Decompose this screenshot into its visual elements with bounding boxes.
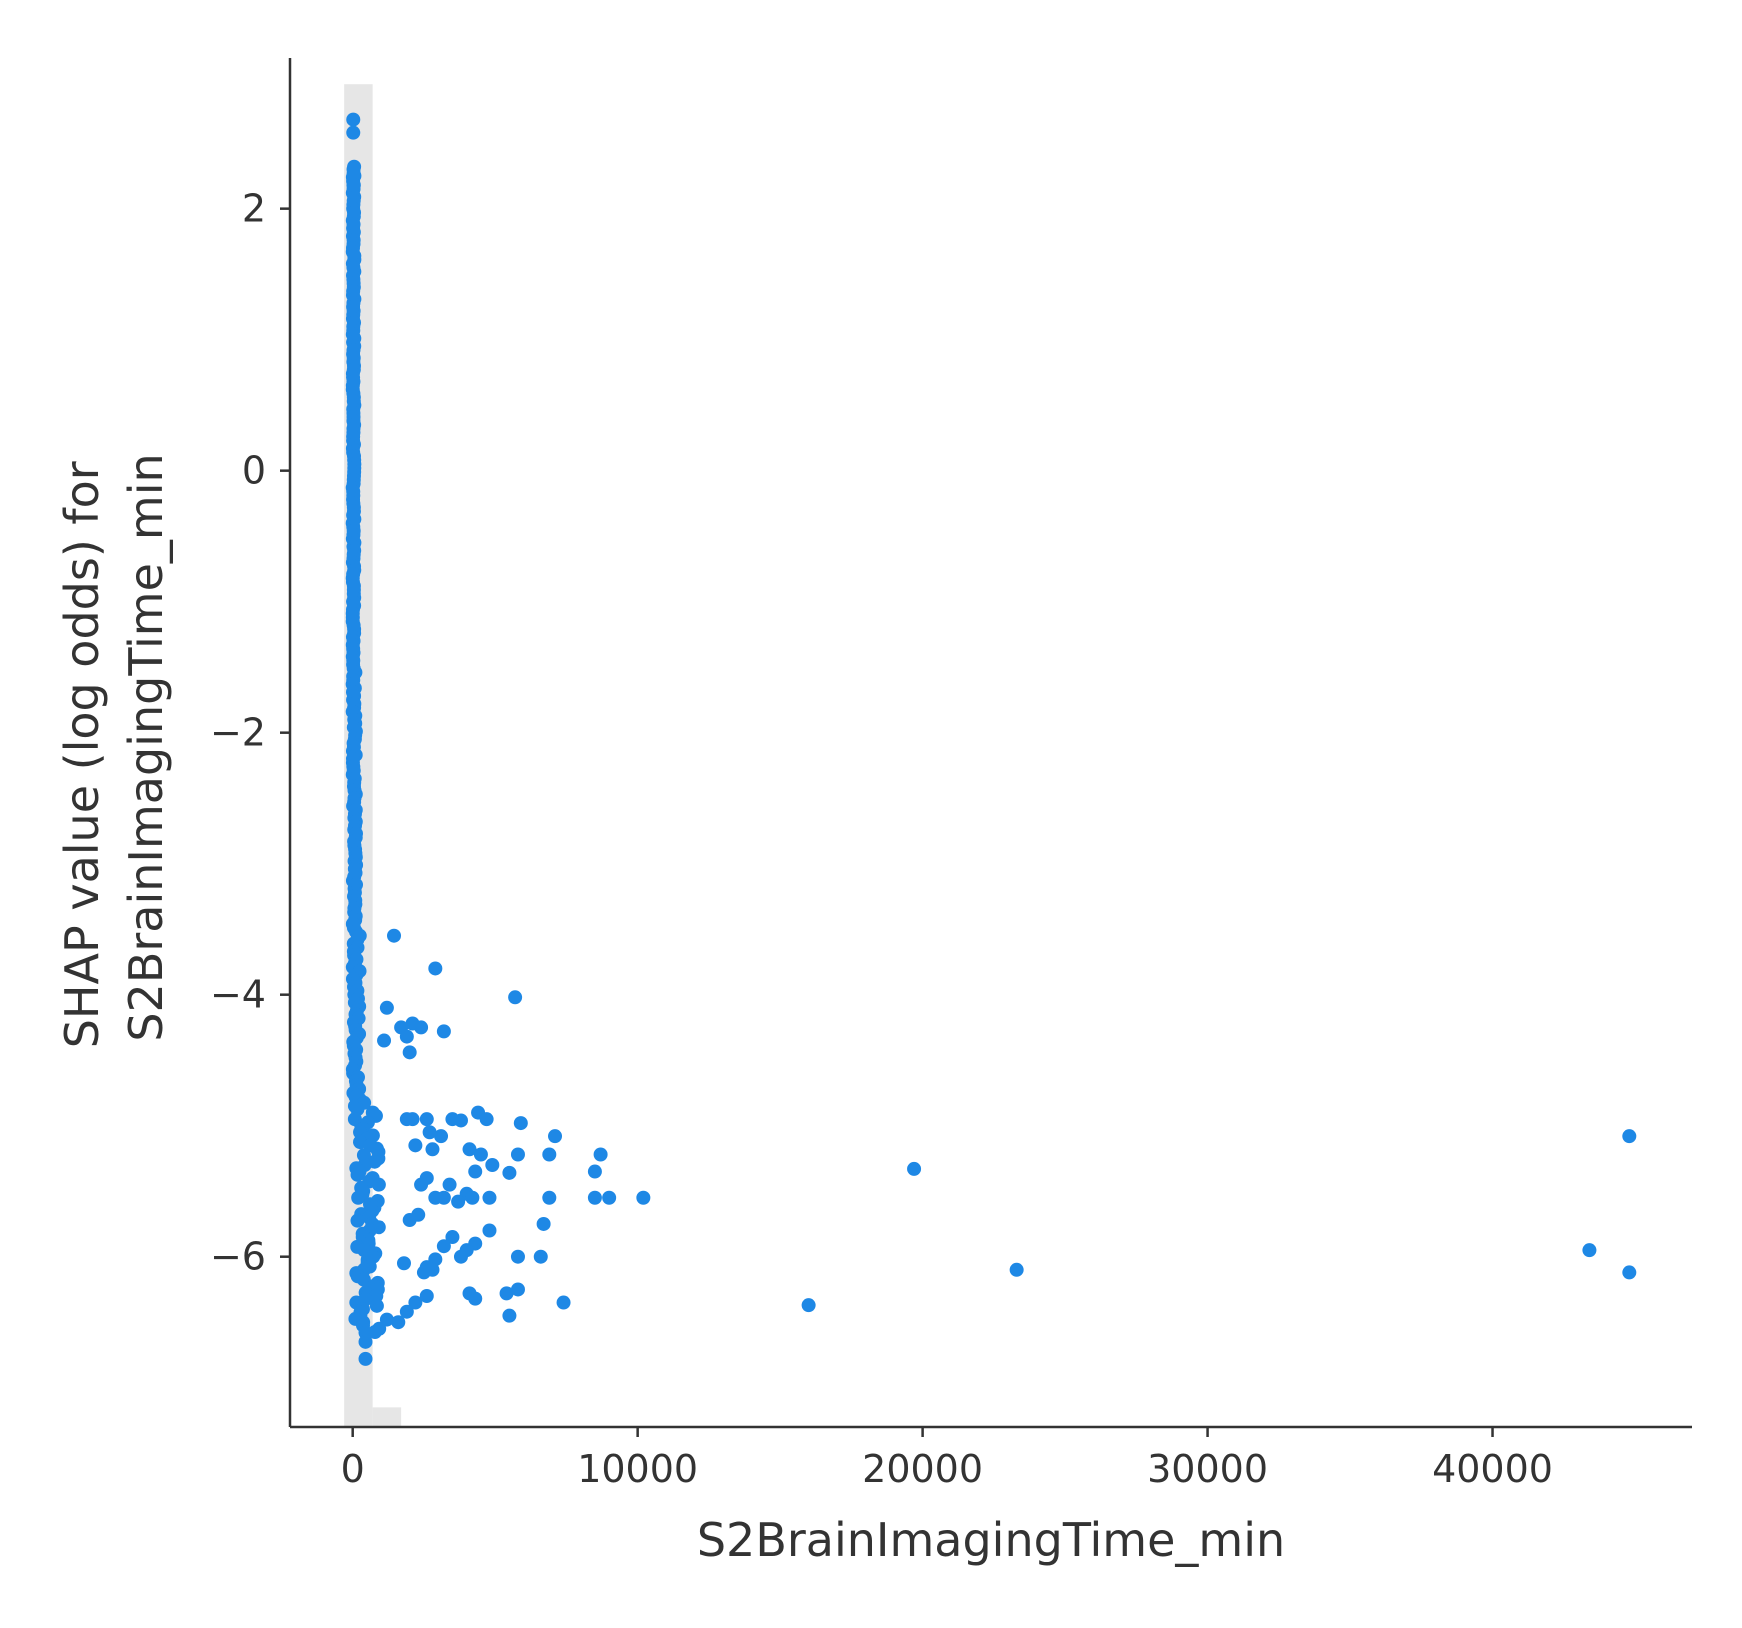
scatter-point: [442, 1177, 457, 1192]
scatter-point: [358, 1351, 373, 1366]
scatter-point: [350, 1213, 365, 1228]
x-tick-label: 20000: [862, 1447, 983, 1491]
y-axis-title: SHAP value (log odds) for S2BrainImaging…: [55, 447, 173, 1049]
scatter-point: [428, 961, 443, 976]
scatter-point: [556, 1295, 571, 1310]
scatter-point: [485, 1157, 500, 1172]
scatter-point: [425, 1262, 440, 1277]
y-tick-label: 0: [242, 449, 266, 493]
y-axis-title-line-1: SHAP value (log odds) for: [55, 461, 109, 1048]
scatter-point: [387, 928, 402, 943]
scatter-point: [468, 1164, 483, 1179]
scatter-point: [379, 1312, 394, 1327]
scatter-point: [402, 1045, 417, 1060]
scatter-point: [436, 1024, 451, 1039]
scatter-point: [419, 1288, 434, 1303]
scatter-point: [379, 1000, 394, 1015]
scatter-point: [351, 1190, 366, 1205]
scatter-point: [482, 1190, 497, 1205]
scatter-point: [399, 1029, 414, 1044]
scatter-point: [482, 1223, 497, 1238]
scatter-point: [453, 1113, 468, 1128]
y-tick-label: −6: [210, 1235, 266, 1279]
scatter-point: [1622, 1129, 1637, 1144]
scatter-point: [636, 1190, 651, 1205]
scatter-point: [468, 1291, 483, 1306]
x-axis-title: S2BrainImagingTime_min: [697, 1513, 1285, 1567]
histogram-bar: [372, 1407, 402, 1427]
y-axis-title-line-2: S2BrainImagingTime_min: [119, 453, 173, 1041]
x-tick-label: 10000: [577, 1447, 698, 1491]
scatter-point: [1622, 1265, 1637, 1280]
scatter-point: [405, 1112, 420, 1127]
scatter-point: [402, 1213, 417, 1228]
scatter-point: [346, 178, 361, 193]
x-tick-label: 30000: [1147, 1447, 1268, 1491]
scatter-point: [358, 1334, 373, 1349]
scatter-point: [391, 1315, 406, 1330]
scatter-point: [502, 1165, 517, 1180]
scatter-point: [1582, 1243, 1597, 1258]
scatter-point: [510, 1147, 525, 1162]
scatter-point: [801, 1298, 816, 1313]
axes-layer: [288, 58, 1692, 1429]
scatter-point: [399, 1304, 414, 1319]
scatter-point: [587, 1190, 602, 1205]
scatter-point: [473, 1147, 488, 1162]
scatter-point: [369, 1298, 384, 1313]
scatter-point: [453, 1249, 468, 1264]
scatter-point: [533, 1249, 548, 1264]
scatter-point: [419, 1171, 434, 1186]
scatter-point: [371, 1177, 386, 1192]
ticks-layer: 0 10000 20000 30000 40000 2 0 −2 −4 −6: [210, 187, 1553, 1491]
scatter-point: [548, 1129, 563, 1144]
scatter-point: [508, 990, 523, 1005]
scatter-point: [479, 1112, 494, 1127]
scatter-point: [445, 1230, 460, 1245]
scatter-point: [422, 1125, 437, 1140]
scatter-point: [414, 1020, 429, 1035]
scatter-point: [436, 1190, 451, 1205]
scatter-point: [513, 1116, 528, 1131]
scatter-point: [602, 1190, 617, 1205]
scatter-point: [346, 112, 361, 127]
scatter-point: [465, 1190, 480, 1205]
scatter-point: [346, 125, 361, 140]
scatter-point: [499, 1286, 514, 1301]
scatter-point: [907, 1161, 922, 1176]
scatter-point: [451, 1194, 466, 1209]
scatter-points-layer: [345, 112, 1637, 1366]
scatter-point: [587, 1164, 602, 1179]
scatter-point: [502, 1308, 517, 1323]
scatter-point: [510, 1249, 525, 1264]
y-tick-label: 2: [242, 187, 266, 231]
scatter-point: [436, 1239, 451, 1254]
scatter-point: [425, 1142, 440, 1157]
scatter-point: [593, 1147, 608, 1162]
scatter-point: [350, 1167, 365, 1182]
x-tick-label: 0: [341, 1447, 365, 1491]
scatter-point: [408, 1138, 423, 1153]
scatter-point: [542, 1190, 557, 1205]
scatter-point: [377, 1033, 392, 1048]
scatter-point: [434, 1129, 449, 1144]
scatter-point: [542, 1147, 557, 1162]
scatter-point: [1009, 1262, 1024, 1277]
scatter-point: [408, 1295, 423, 1310]
x-tick-label: 40000: [1432, 1447, 1553, 1491]
y-tick-label: −4: [210, 973, 266, 1017]
scatter-point: [510, 1282, 525, 1297]
scatter-point: [536, 1216, 551, 1231]
scatter-point: [462, 1142, 477, 1157]
scatter-point: [396, 1256, 411, 1271]
y-tick-label: −2: [210, 711, 266, 755]
scatter-point: [419, 1112, 434, 1127]
